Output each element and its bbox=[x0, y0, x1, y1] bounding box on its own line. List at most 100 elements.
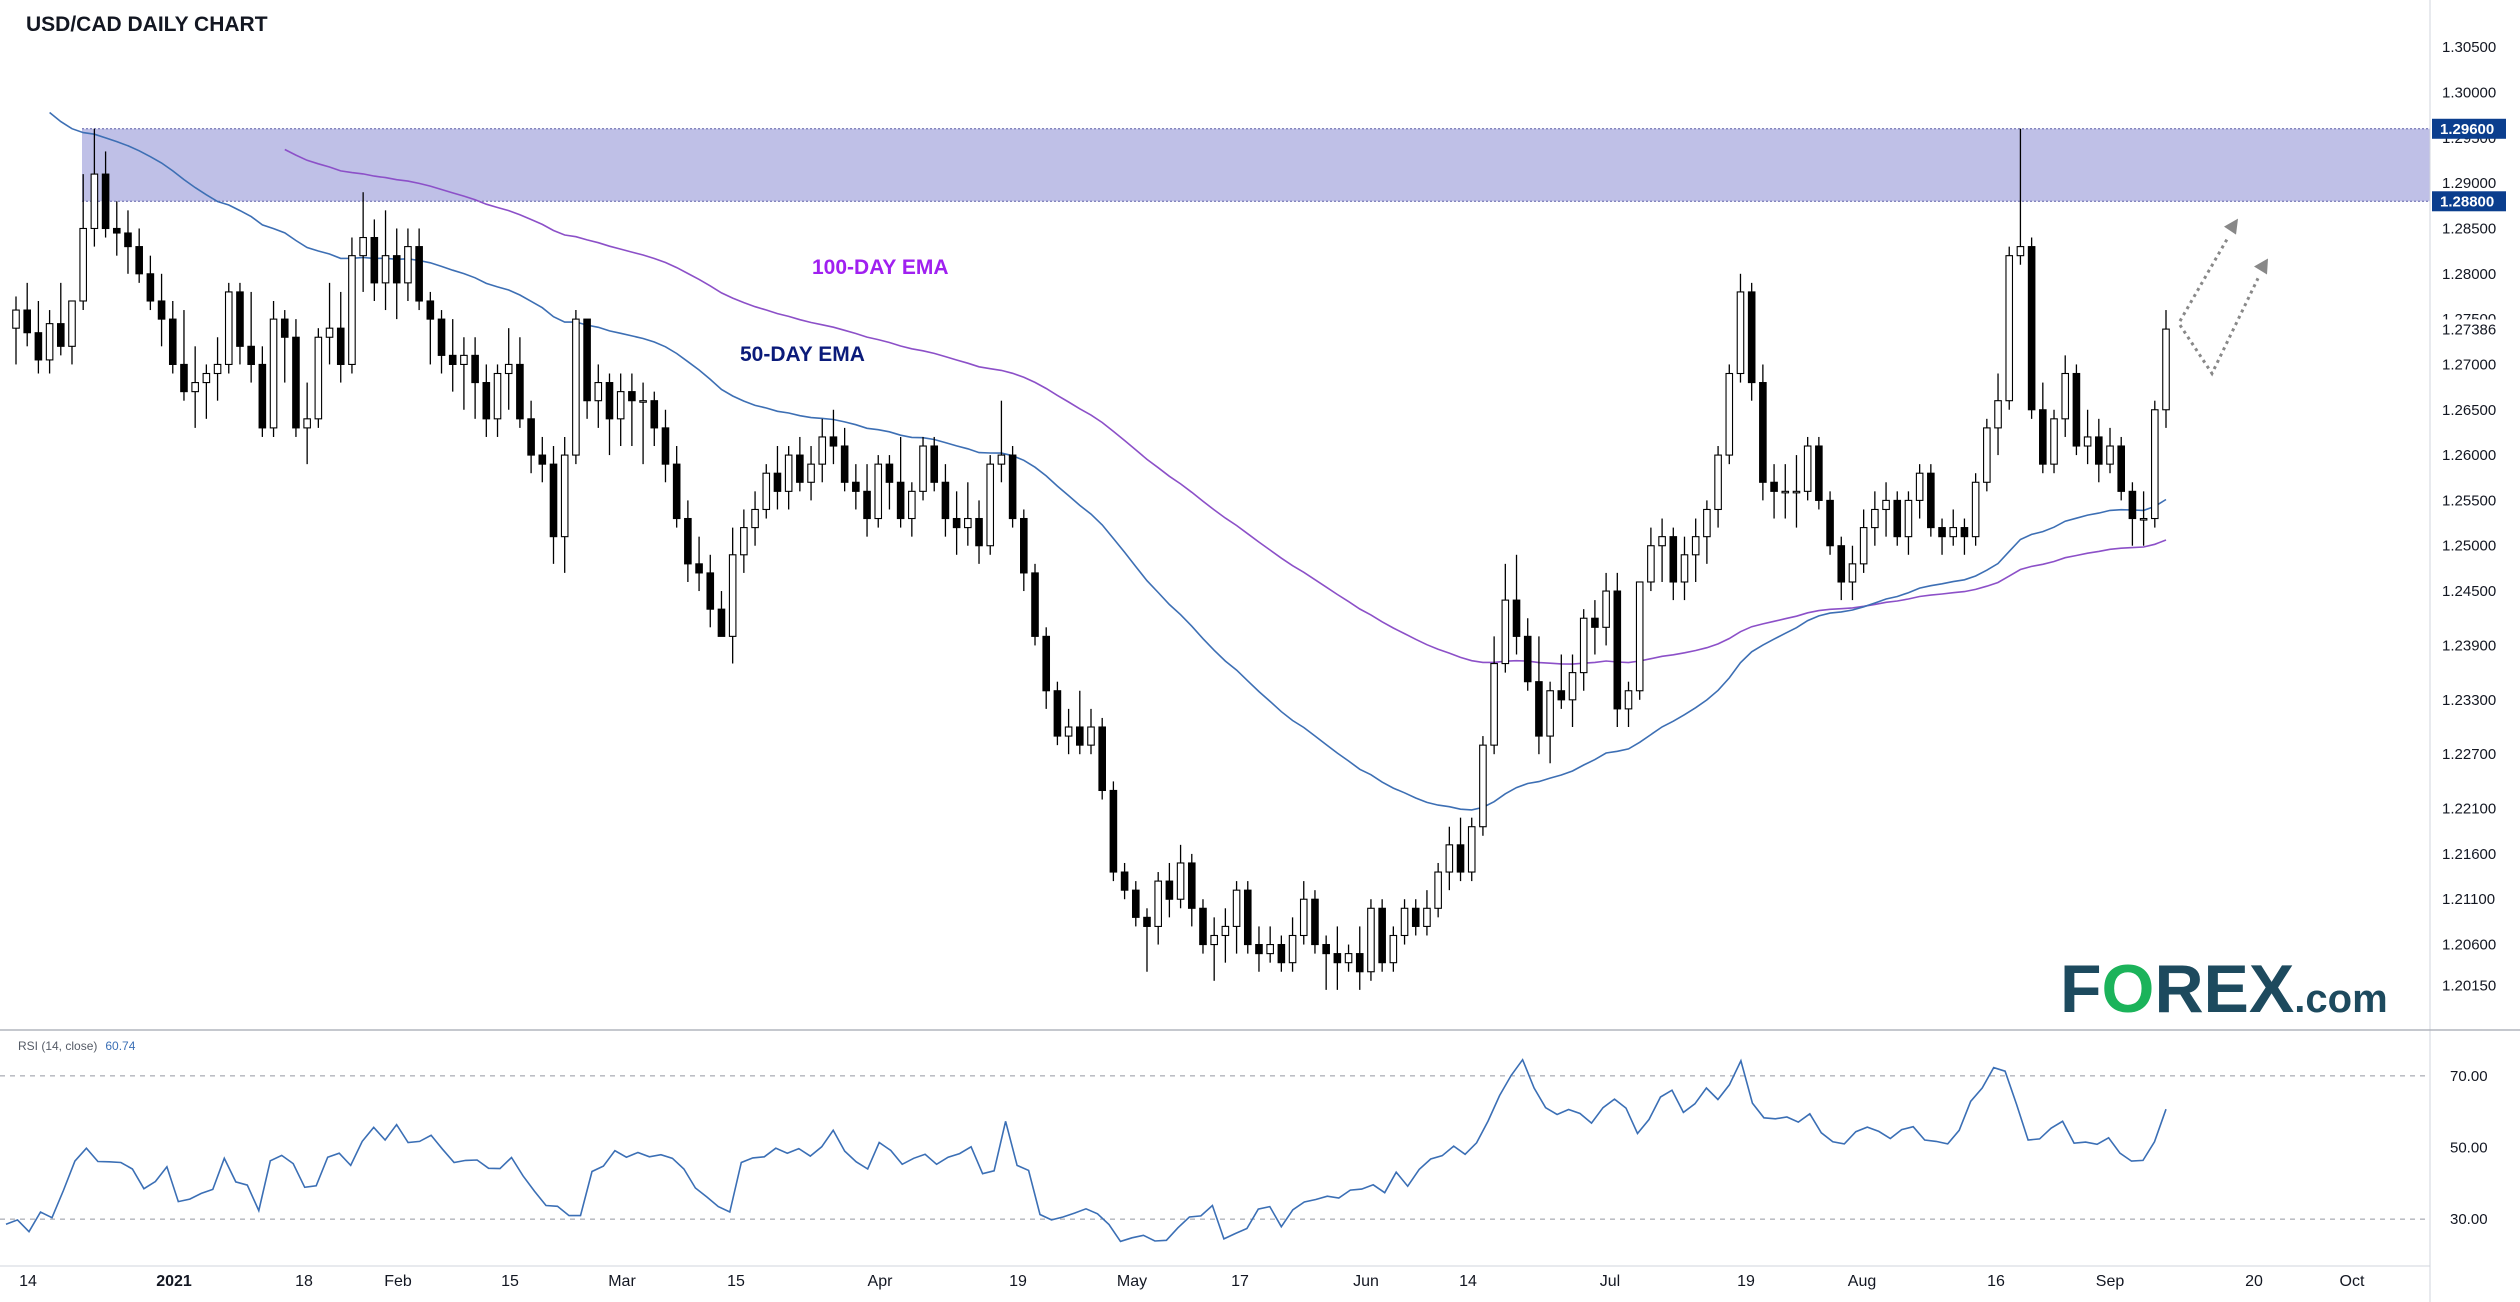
candle-body-up bbox=[1467, 826, 1476, 873]
candle bbox=[2139, 491, 2148, 546]
candle bbox=[12, 296, 20, 365]
candle-body-down bbox=[1008, 454, 1017, 520]
y-tick-label: 1.28500 bbox=[2442, 220, 2496, 237]
candle bbox=[1770, 464, 1778, 519]
candle-body-down bbox=[930, 445, 939, 483]
candle bbox=[2128, 482, 2137, 546]
candle-body-up bbox=[762, 472, 771, 511]
candle-body-down bbox=[684, 517, 692, 565]
candle bbox=[1232, 881, 1241, 954]
candle-body-down bbox=[292, 336, 300, 429]
candle-body-down bbox=[1333, 953, 1342, 964]
candle bbox=[1311, 890, 1319, 954]
candle bbox=[527, 400, 535, 474]
candle-body-up bbox=[1221, 925, 1230, 937]
candle bbox=[370, 219, 379, 301]
candle-body-up bbox=[784, 454, 793, 492]
candle-body-up bbox=[572, 318, 580, 456]
candle bbox=[1400, 899, 1409, 945]
candle-body-up bbox=[269, 318, 278, 429]
candle-body-down bbox=[1759, 382, 1767, 483]
candle bbox=[762, 464, 771, 519]
y-tick-label: 1.23900 bbox=[2442, 637, 2496, 654]
candle bbox=[1591, 600, 1599, 655]
candle-body-down bbox=[471, 354, 479, 384]
candle-body-up bbox=[1501, 599, 1510, 665]
x-tick-label: Mar bbox=[608, 1273, 636, 1290]
candle bbox=[448, 319, 457, 392]
candle-body-down bbox=[717, 608, 726, 637]
arrow-pullback-head bbox=[2254, 258, 2268, 275]
candle bbox=[1871, 491, 1879, 546]
candle bbox=[292, 319, 300, 437]
candle-body-up bbox=[504, 363, 513, 375]
candle bbox=[1456, 817, 1465, 882]
candle-body-down bbox=[661, 427, 670, 465]
x-tick-label: 19 bbox=[1737, 1273, 1755, 1290]
rsi-series bbox=[5, 1058, 2167, 1243]
candle-body-up bbox=[90, 173, 99, 230]
candle bbox=[1983, 418, 1991, 492]
candle bbox=[269, 300, 278, 437]
candle-body-up bbox=[1266, 944, 1274, 955]
candle bbox=[381, 210, 390, 311]
candle bbox=[1434, 862, 1442, 918]
candle bbox=[1848, 545, 1857, 601]
candle bbox=[1535, 636, 1543, 755]
candle bbox=[1243, 881, 1252, 954]
x-tick-label: 15 bbox=[501, 1273, 519, 1290]
candle-body-down bbox=[1355, 953, 1364, 973]
candle-body-up bbox=[1635, 581, 1644, 692]
candle bbox=[1759, 364, 1767, 501]
y-tick-label: 1.30000 bbox=[2442, 85, 2496, 102]
candle-body-down bbox=[1311, 898, 1319, 946]
candle-body-up bbox=[1871, 508, 1879, 529]
candle-body-down bbox=[1109, 789, 1118, 873]
candle-body-down bbox=[2039, 409, 2047, 465]
candle bbox=[1109, 781, 1118, 882]
x-tick-label: 14 bbox=[19, 1273, 37, 1290]
candle-body-down bbox=[180, 363, 188, 393]
candle-body-down bbox=[829, 436, 838, 447]
candle-body-up bbox=[986, 463, 995, 547]
candle bbox=[1747, 282, 1756, 401]
candle bbox=[2005, 246, 2014, 410]
candle-body-down bbox=[1770, 481, 1778, 492]
candle-body-up bbox=[1792, 490, 1801, 494]
candle-body-down bbox=[549, 463, 558, 538]
candle bbox=[885, 455, 894, 510]
candle bbox=[112, 201, 121, 256]
candle bbox=[1703, 500, 1711, 564]
price-tag: 1.27386 bbox=[2432, 319, 2506, 340]
candle-body-down bbox=[896, 481, 905, 520]
candle-body-up bbox=[1546, 690, 1554, 737]
candle-body-up bbox=[1087, 726, 1095, 746]
candle bbox=[1131, 881, 1140, 927]
price-tag-bg bbox=[2432, 118, 2506, 139]
candle-body-up bbox=[1479, 744, 1487, 828]
y-tick-label: 1.26000 bbox=[2442, 447, 2496, 464]
candle-body-up bbox=[191, 382, 199, 393]
candle bbox=[2117, 436, 2126, 501]
candle-body-down bbox=[1199, 907, 1207, 946]
candle bbox=[135, 228, 143, 283]
y-tick-label: 1.22100 bbox=[2442, 801, 2496, 818]
candle bbox=[1288, 917, 1297, 972]
candle bbox=[728, 527, 737, 664]
candle-body-down bbox=[2117, 445, 2126, 492]
candle-body-down bbox=[157, 300, 166, 320]
candle-body-up bbox=[1736, 291, 1745, 375]
x-tick-label: Jun bbox=[1353, 1273, 1379, 1290]
x-tick-label: 14 bbox=[1459, 1273, 1477, 1290]
ema50-line bbox=[49, 111, 2167, 811]
candle-body-up bbox=[79, 227, 87, 302]
logo-f: F bbox=[2060, 951, 2102, 1027]
candle bbox=[124, 210, 132, 274]
candle bbox=[1915, 464, 1924, 519]
candle-body-up bbox=[1624, 690, 1633, 710]
candle bbox=[79, 174, 87, 311]
candle bbox=[1826, 491, 1834, 555]
candle bbox=[1031, 563, 1039, 646]
candle bbox=[2072, 364, 2081, 456]
candle bbox=[964, 482, 972, 546]
